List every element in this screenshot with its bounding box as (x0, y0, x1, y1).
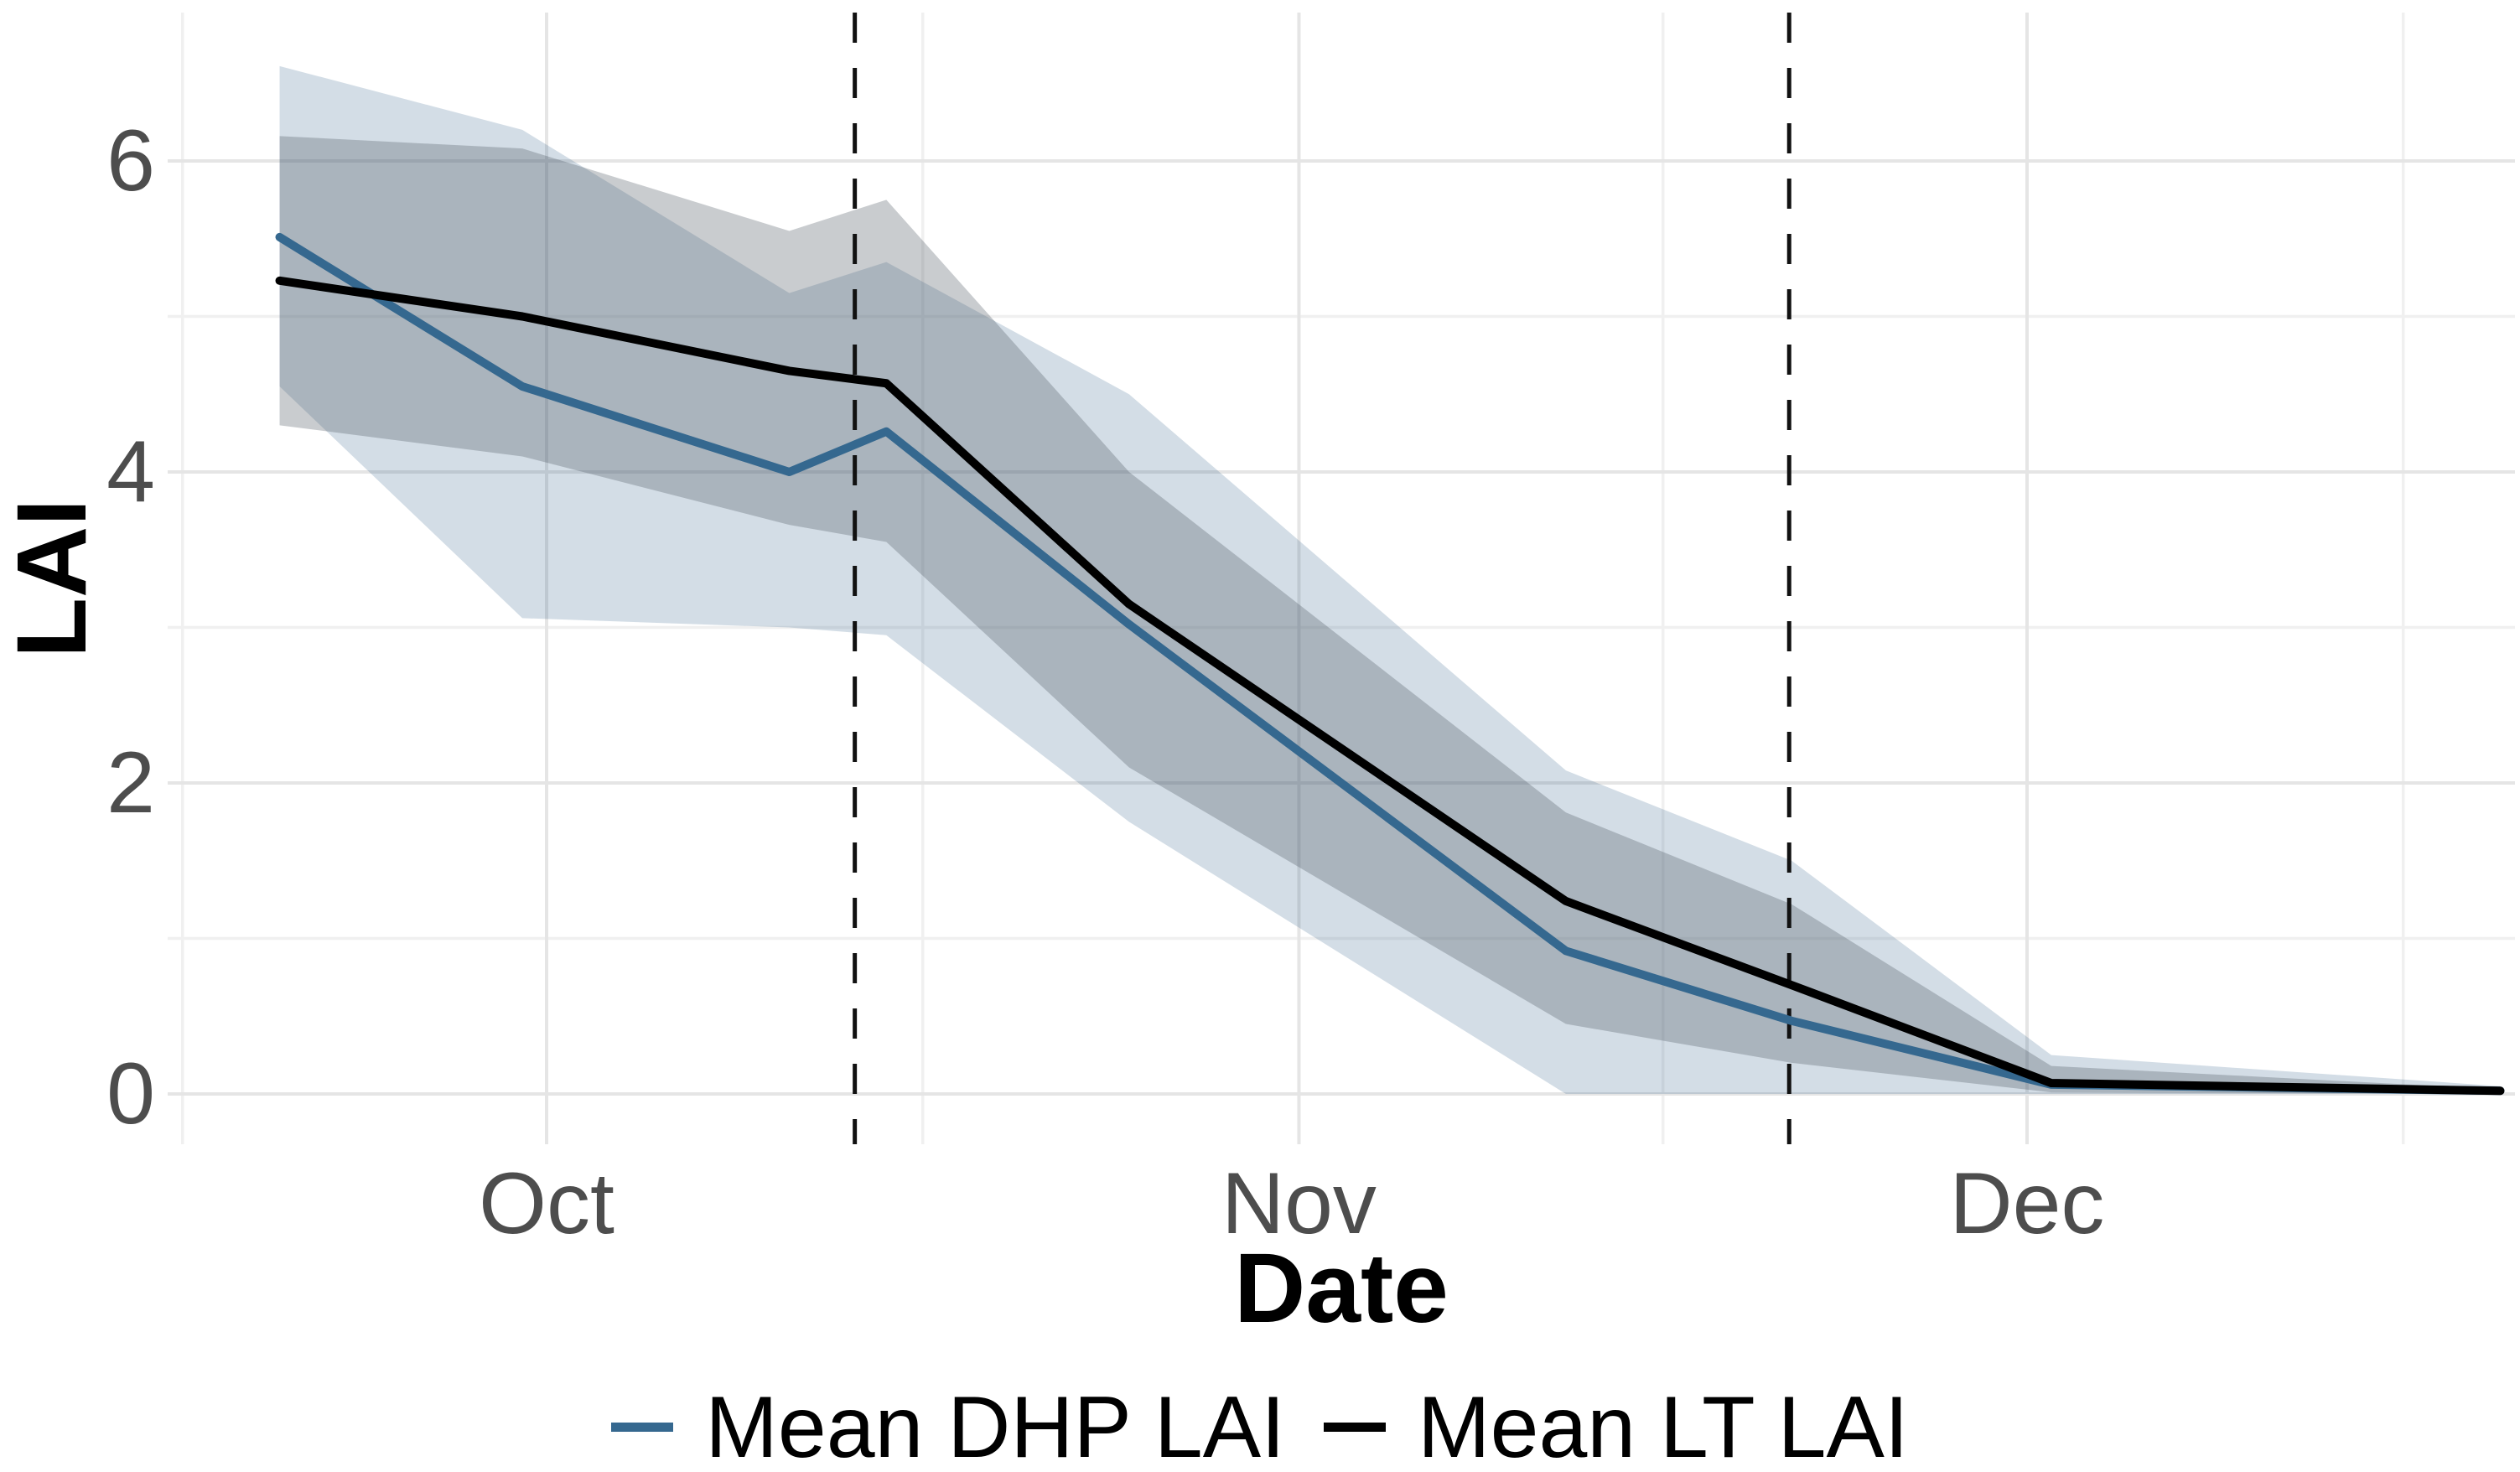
legend-label-dhp: Mean DHP LAI (705, 1378, 1285, 1472)
x-axis-title: Date (1234, 1233, 1449, 1344)
legend: Mean DHP LAI Mean LT LAI (0, 1379, 2520, 1472)
y-tick-label: 4 (106, 423, 155, 521)
dhp-mean-line (275, 232, 2505, 1096)
x-tick-label: Oct (479, 1155, 614, 1252)
dhp-confidence-ribbon (279, 65, 2501, 1095)
y-tick-label: 6 (106, 112, 155, 210)
legend-label-lt: Mean LT LAI (1417, 1378, 1909, 1472)
y-tick-label: 0 (106, 1045, 155, 1143)
y-tick-label: 2 (106, 734, 155, 832)
lt-mean-line (275, 276, 2505, 1096)
x-tick-label: Nov (1221, 1155, 1377, 1252)
legend-key-dhp-line-icon (611, 1423, 674, 1432)
x-tick-label: Dec (1949, 1155, 2105, 1252)
legend-key-lt-line-icon (1323, 1423, 1386, 1432)
y-axis-title: LAI (0, 498, 107, 659)
